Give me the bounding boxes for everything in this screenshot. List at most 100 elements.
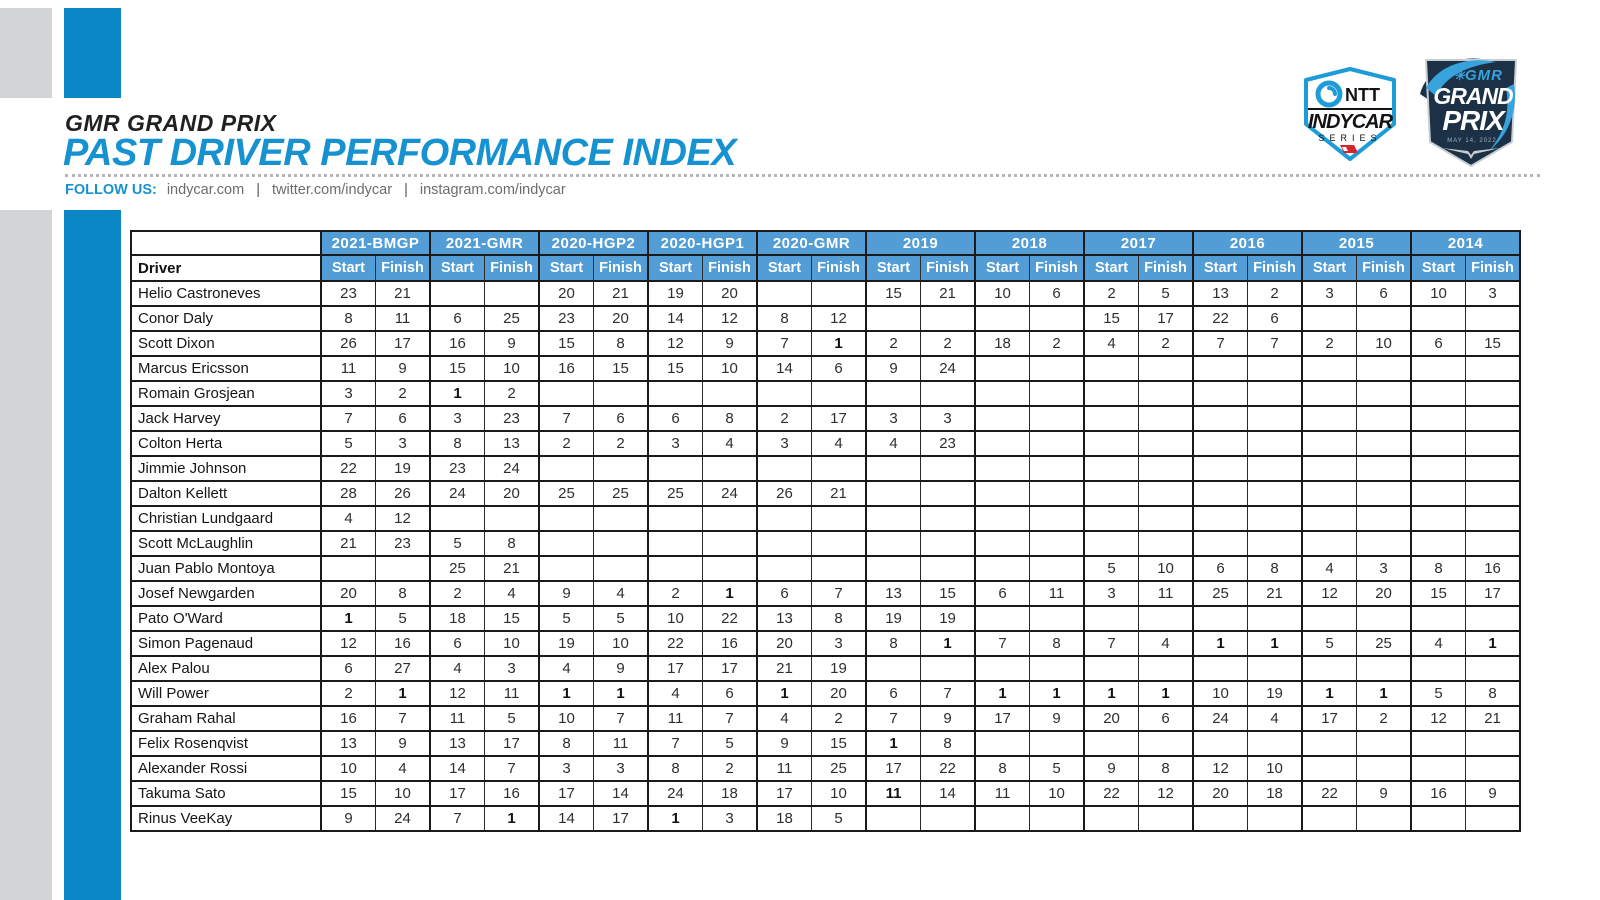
start-stat-cell: 19: [647, 280, 704, 307]
start-stat-cell: 7: [647, 730, 704, 757]
start-stat-cell: [1083, 380, 1140, 407]
finish-stat-cell: 8: [1029, 630, 1085, 657]
start-stat-cell: 14: [647, 305, 704, 332]
start-stat-cell: [974, 805, 1031, 832]
start-column-header: Start: [1083, 254, 1140, 282]
finish-stat-cell: 7: [811, 580, 867, 607]
ntt-text: NTT: [1345, 85, 1380, 105]
finish-stat-cell: [920, 530, 976, 557]
finish-stat-cell: [1138, 530, 1194, 557]
start-stat-cell: 23: [538, 305, 595, 332]
start-stat-cell: 8: [538, 730, 595, 757]
start-stat-cell: [865, 455, 922, 482]
gmr-swoosh-right: [1488, 84, 1515, 152]
finish-stat-cell: 10: [1138, 555, 1194, 582]
gmr-grand-text: GRAND: [1433, 83, 1513, 109]
start-stat-cell: 4: [647, 680, 704, 707]
start-stat-cell: [1301, 755, 1358, 782]
start-stat-cell: [1083, 455, 1140, 482]
start-stat-cell: 14: [429, 755, 485, 782]
finish-stat-cell: [593, 555, 649, 582]
finish-stat-cell: [1029, 805, 1085, 832]
link-instagram[interactable]: instagram.com/indycar: [419, 182, 566, 198]
finish-stat-cell: 17: [375, 330, 431, 357]
start-stat-cell: 10: [1192, 680, 1249, 707]
start-stat-cell: [1083, 505, 1140, 532]
start-stat-cell: [1410, 605, 1467, 632]
start-stat-cell: 8: [865, 630, 922, 657]
finish-stat-cell: [1029, 530, 1085, 557]
start-stat-cell: 20: [1083, 705, 1140, 732]
left-gray-stripe-bottom: [0, 210, 52, 900]
gmr-swoosh-top: [1426, 60, 1496, 96]
finish-stat-cell: [1029, 405, 1085, 432]
start-stat-cell: 6: [974, 580, 1031, 607]
start-stat-cell: 2: [647, 580, 704, 607]
start-stat-cell: 13: [865, 580, 922, 607]
start-stat-cell: 2: [320, 680, 376, 707]
finish-stat-cell: 6: [1247, 305, 1303, 332]
start-stat-cell: 23: [320, 280, 376, 307]
finish-stat-cell: 20: [593, 305, 649, 332]
start-stat-cell: 16: [429, 330, 485, 357]
start-stat-cell: 22: [647, 630, 704, 657]
finish-stat-cell: 20: [811, 680, 867, 707]
start-stat-cell: 9: [1083, 755, 1140, 782]
link-indycar-com[interactable]: indycar.com: [166, 182, 245, 198]
finish-stat-cell: 3: [702, 805, 758, 832]
start-stat-cell: 13: [1192, 280, 1249, 307]
finish-stat-cell: 2: [375, 380, 431, 407]
finish-stat-cell: 9: [1356, 780, 1412, 807]
finish-stat-cell: [1247, 605, 1303, 632]
finish-stat-cell: [702, 455, 758, 482]
start-stat-cell: 21: [756, 655, 813, 682]
start-stat-cell: 8: [320, 305, 376, 332]
year-group-header: 2020-GMR: [756, 230, 867, 256]
finish-stat-cell: [1465, 405, 1521, 432]
finish-column-header: Finish: [593, 254, 649, 282]
finish-stat-cell: 10: [811, 780, 867, 807]
finish-stat-cell: 5: [593, 605, 649, 632]
link-twitter[interactable]: twitter.com/indycar: [271, 182, 393, 198]
start-stat-cell: 1: [647, 805, 704, 832]
indycar-shield-shape: [1304, 67, 1396, 161]
start-stat-cell: 15: [647, 355, 704, 382]
driver-name-cell: Romain Grosjean: [130, 380, 322, 407]
year-group-header: 2014: [1410, 230, 1521, 256]
finish-stat-cell: [593, 380, 649, 407]
start-stat-cell: 22: [1301, 780, 1358, 807]
start-stat-cell: [1410, 755, 1467, 782]
start-stat-cell: 8: [1410, 555, 1467, 582]
year-group-header: 2017: [1083, 230, 1194, 256]
finish-stat-cell: 10: [1247, 755, 1303, 782]
table-row: Colton Herta 5 3 8 13 2 2 3 4 3 4 4 23: [130, 430, 1521, 457]
driver-name-cell: Conor Daly: [130, 305, 322, 332]
start-stat-cell: 26: [756, 480, 813, 507]
start-stat-cell: 1: [1301, 680, 1358, 707]
finish-stat-cell: 10: [1029, 780, 1085, 807]
start-stat-cell: 6: [1192, 555, 1249, 582]
finish-stat-cell: 3: [593, 755, 649, 782]
start-stat-cell: 7: [538, 405, 595, 432]
start-stat-cell: [974, 405, 1031, 432]
start-stat-cell: [1192, 430, 1249, 457]
start-stat-cell: 11: [647, 705, 704, 732]
finish-column-header: Finish: [1356, 254, 1412, 282]
finish-stat-cell: [1029, 605, 1085, 632]
finish-stat-cell: 2: [811, 705, 867, 732]
start-stat-cell: 19: [865, 605, 922, 632]
driver-name-cell: Christian Lundgaard: [130, 505, 322, 532]
finish-stat-cell: 8: [811, 605, 867, 632]
start-stat-cell: [647, 455, 704, 482]
start-stat-cell: 3: [320, 380, 376, 407]
finish-stat-cell: 6: [1356, 280, 1412, 307]
finish-stat-cell: 21: [1465, 705, 1521, 732]
finish-stat-cell: 2: [920, 330, 976, 357]
start-stat-cell: 20: [538, 280, 595, 307]
start-stat-cell: [1083, 355, 1140, 382]
start-stat-cell: [1192, 480, 1249, 507]
start-stat-cell: 25: [647, 480, 704, 507]
finish-stat-cell: [375, 555, 431, 582]
table-row: Pato O'Ward 1 5 18 15 5 5 10 22 13 8 19 19: [130, 605, 1521, 632]
start-stat-cell: 3: [865, 405, 922, 432]
